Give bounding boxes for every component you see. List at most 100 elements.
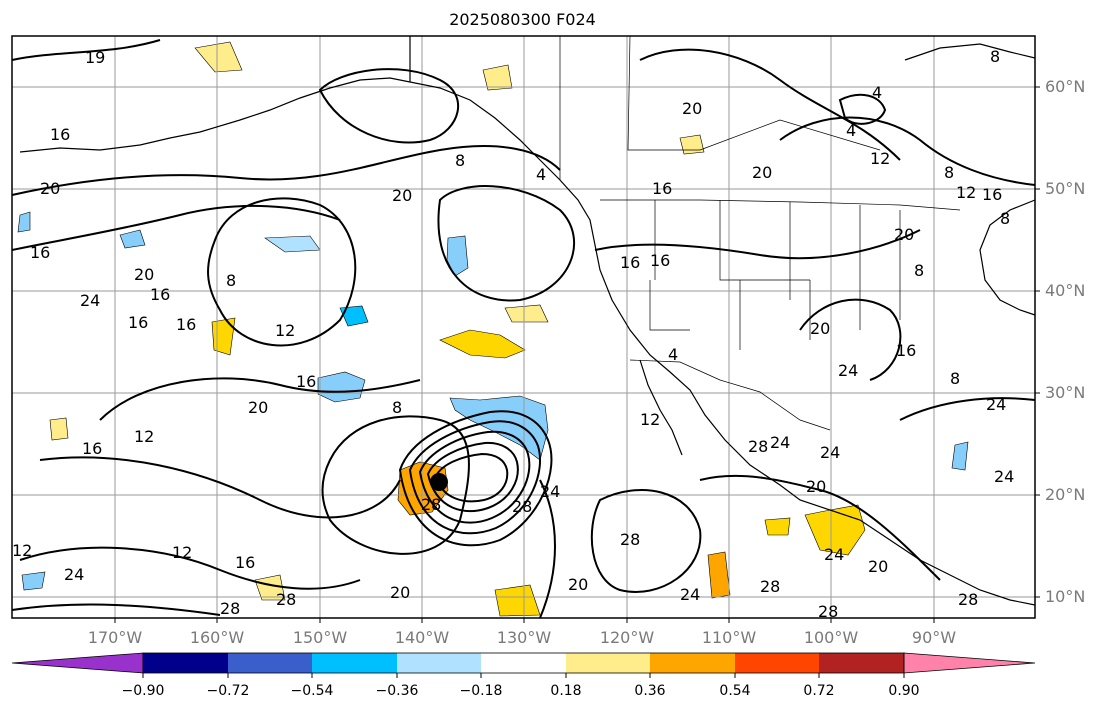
contour-label: 12 — [172, 543, 192, 562]
contour-label: 16 — [296, 372, 316, 391]
shaded-negative-patch — [21, 571, 46, 591]
cyclone-outer-contour — [321, 415, 470, 555]
contour-4-closed — [838, 93, 887, 125]
shaded-positive-patch — [504, 304, 549, 323]
contour-label: 20 — [752, 163, 772, 182]
contour-label: 19 — [85, 48, 105, 67]
contour-label: 24 — [540, 482, 560, 501]
colorbar-tick-label: 0.54 — [719, 683, 751, 699]
contour-label-group: 8 12 16 20 24 28 4 19 8 12 16 20 24 28 1… — [12, 47, 1014, 621]
shaded-positive-patch — [211, 317, 236, 356]
contour-label: 16 — [896, 341, 916, 360]
contour-label: 20 — [392, 186, 412, 205]
contour-label: 28 — [220, 599, 240, 618]
contour-20-north — [639, 48, 901, 161]
contour-label: 8 — [950, 369, 960, 388]
contour-label: 4 — [536, 165, 546, 184]
contour-label: 24 — [770, 433, 790, 452]
contour-24-east — [899, 397, 1036, 421]
lat-label: 50°N — [1045, 179, 1086, 198]
contour-northern-closed — [318, 68, 459, 144]
contour-label: 20 — [806, 477, 826, 496]
contour-label: 20 — [682, 99, 702, 118]
shaded-negative-patch — [951, 441, 969, 471]
contour-12 — [39, 456, 401, 519]
contour-label: 4 — [872, 83, 882, 102]
contour-label: 24 — [838, 361, 858, 380]
axis-ticks — [114, 86, 1040, 623]
colorbar-tick-label: −0.54 — [290, 683, 334, 699]
shaded-negative-patch — [317, 371, 366, 403]
colorbar-segment — [481, 653, 566, 673]
contour-20-east — [799, 298, 902, 381]
lon-label: 110°W — [701, 628, 757, 647]
contour-label: 28 — [421, 495, 441, 514]
colorbar-ticks — [142, 673, 905, 678]
contour-label: 16 — [982, 185, 1002, 204]
contour-24 — [19, 546, 361, 590]
us-canada-border — [600, 199, 961, 211]
contour-label: 4 — [846, 121, 856, 140]
colorbar-tick-label: 0.18 — [550, 683, 582, 699]
contour-label: 16 — [30, 243, 50, 262]
political-borders — [559, 35, 961, 431]
shaded-negative-patch — [119, 229, 146, 249]
contour-label: 16 — [650, 251, 670, 270]
colorbar-tick-label: −0.72 — [206, 683, 250, 699]
shaded-negative-patch — [446, 235, 469, 277]
coastlines — [19, 36, 1036, 606]
contour-label: 12 — [275, 321, 295, 340]
lat-label: 20°N — [1045, 485, 1086, 504]
shaded-positive-patch — [494, 584, 541, 617]
shaded-positive-patch — [49, 417, 69, 441]
contour-label: 20 — [894, 225, 914, 244]
contour-label: 24 — [820, 443, 840, 462]
shaded-positive-patch — [254, 574, 286, 601]
contour-label: 24 — [80, 291, 100, 310]
colorbar-segment — [650, 653, 735, 673]
contour-28-south — [11, 603, 221, 616]
contour-16-east — [594, 229, 921, 260]
contour-label: 12 — [956, 183, 976, 202]
contour-label: 16 — [176, 315, 196, 334]
baja-line — [639, 359, 683, 456]
shaded-positive-patch — [439, 329, 526, 359]
contour-8 — [207, 197, 357, 347]
alaska-coast-line — [19, 77, 411, 153]
lon-label: 100°W — [803, 628, 859, 647]
shaded-positive-patch — [482, 64, 513, 91]
contour-20-mexico — [699, 474, 941, 581]
contour-label: 28 — [276, 590, 296, 609]
contour-label: 16 — [128, 313, 148, 332]
lon-label: 170°W — [87, 628, 143, 647]
contour-label: 24 — [680, 585, 700, 604]
lon-label: 90°W — [911, 628, 957, 647]
colorbar-tick-label: 0.72 — [803, 683, 835, 699]
contour-label: 4 — [668, 345, 678, 364]
lon-label: 130°W — [496, 628, 552, 647]
contour-label: 8 — [914, 261, 924, 280]
shaded-positive-patch — [679, 134, 705, 155]
contour-label: 20 — [134, 265, 154, 284]
contour-19 — [11, 39, 161, 61]
contour-label: 16 — [235, 553, 255, 572]
colorbar-segment — [819, 653, 904, 673]
contour-label: 28 — [760, 577, 780, 596]
contour-label: 20 — [868, 557, 888, 576]
contour-label: 28 — [620, 530, 640, 549]
contour-label: 20 — [810, 319, 830, 338]
contour-label: 8 — [1000, 209, 1010, 228]
contour-label: 20 — [568, 575, 588, 594]
contour-16 — [11, 204, 341, 251]
colorbar-tick-label: −0.18 — [459, 683, 503, 699]
colorbar-tick-label: −0.36 — [375, 683, 419, 699]
shaded-positive-patch — [764, 517, 791, 536]
contour-label: 28 — [512, 497, 532, 516]
colorbar-segment — [312, 653, 397, 673]
contour-label: 28 — [818, 602, 838, 621]
contour-label: 20 — [40, 179, 60, 198]
cyclone-contours — [321, 410, 553, 555]
contour-label: 28 — [958, 590, 978, 609]
lat-label: 10°N — [1045, 587, 1086, 606]
